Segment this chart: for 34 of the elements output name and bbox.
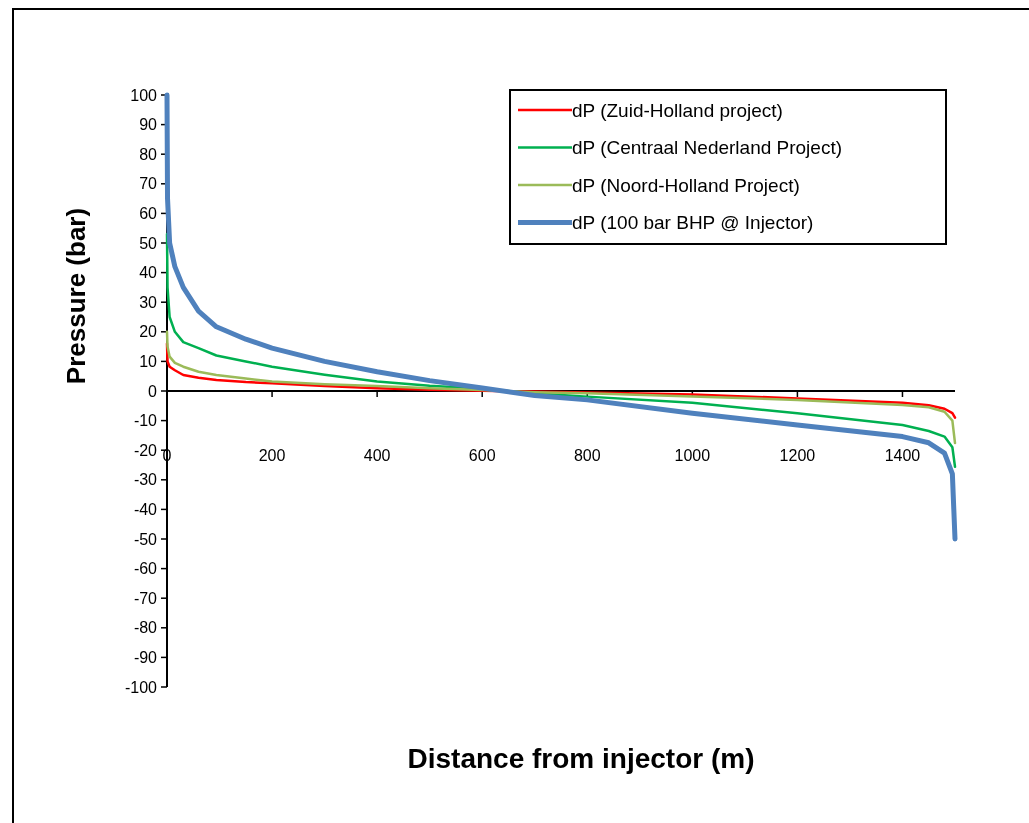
y-tick-label: -100 xyxy=(124,678,158,696)
y-tick-label: 100 xyxy=(130,86,158,104)
x-tick-label: 1400 xyxy=(884,447,921,464)
legend-label: dP (Centraal Nederland Project) xyxy=(572,137,843,159)
y-tick-label: 60 xyxy=(139,205,158,222)
x-axis-title: Distance from injector (m) xyxy=(407,743,755,774)
y-tick-label: 50 xyxy=(139,234,158,252)
y-tick-label: -20 xyxy=(133,441,158,459)
y-tick-label: -60 xyxy=(133,560,158,578)
y-tick-label: 80 xyxy=(139,145,158,163)
y-tick-label: -40 xyxy=(133,501,158,518)
legend-label: dP (100 bar BHP @ Injector) xyxy=(572,212,814,234)
x-tick-label: 600 xyxy=(468,447,496,464)
x-tick-label: 1000 xyxy=(674,447,711,464)
y-tick-label: 90 xyxy=(139,116,158,134)
y-tick-label: 10 xyxy=(139,353,158,370)
y-tick-label: 30 xyxy=(139,293,158,311)
x-tick-label: 1200 xyxy=(779,447,816,464)
y-tick-label: -90 xyxy=(133,649,158,666)
y-tick-label: -80 xyxy=(133,619,158,637)
y-tick-label: 0 xyxy=(148,382,158,400)
x-tick-label: 800 xyxy=(573,447,601,464)
y-tick-label: -70 xyxy=(133,589,158,607)
legend-label: dP (Noord-Holland Project) xyxy=(572,174,800,196)
y-tick-label: -50 xyxy=(133,530,158,548)
y-tick-label: -10 xyxy=(133,412,158,430)
y-axis-title: Pressure (bar) xyxy=(61,207,91,385)
y-tick-label: 70 xyxy=(139,175,158,193)
y-tick-label: -30 xyxy=(133,471,158,489)
legend-label: dP (Zuid-Holland project) xyxy=(572,99,783,121)
y-tick-label: 20 xyxy=(139,323,158,341)
x-tick-label: 200 xyxy=(258,447,286,464)
y-tick-label: 40 xyxy=(139,264,158,282)
x-tick-label: 400 xyxy=(363,447,391,464)
